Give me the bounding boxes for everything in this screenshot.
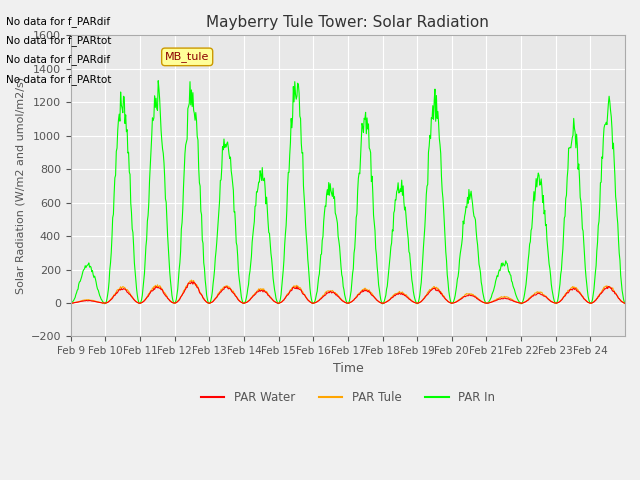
PAR In [283, 207, 291, 213]
PAR In [621, 300, 629, 306]
X-axis label: Time: Time [333, 362, 364, 375]
PAR Water [438, 290, 445, 296]
Text: No data for f_PARdif: No data for f_PARdif [6, 16, 111, 27]
PAR Water [283, 293, 291, 299]
PAR In [132, 277, 140, 283]
PAR Water [309, 300, 317, 306]
PAR Tule [586, 300, 594, 306]
PAR Water [235, 297, 243, 303]
PAR Tule [262, 289, 269, 295]
Text: No data for f_PARdif: No data for f_PARdif [6, 54, 111, 65]
Text: MB_tule: MB_tule [165, 51, 209, 62]
PAR Tule [235, 297, 243, 302]
PAR Tule [283, 292, 291, 298]
Line: PAR In: PAR In [71, 81, 625, 304]
PAR In [154, 78, 162, 84]
PAR Tule [132, 299, 140, 304]
Line: PAR Water: PAR Water [71, 282, 625, 303]
PAR Water [188, 279, 195, 285]
PAR In [262, 201, 269, 207]
Title: Mayberry Tule Tower: Solar Radiation: Mayberry Tule Tower: Solar Radiation [207, 15, 490, 30]
PAR Water [406, 297, 414, 302]
PAR Tule [621, 300, 629, 306]
PAR In [406, 259, 414, 265]
Legend: PAR Water, PAR Tule, PAR In: PAR Water, PAR Tule, PAR In [196, 386, 500, 409]
Text: No data for f_PARtot: No data for f_PARtot [6, 73, 112, 84]
Y-axis label: Solar Radiation (W/m2 and umol/m2/s): Solar Radiation (W/m2 and umol/m2/s) [15, 77, 25, 294]
PAR Water [621, 300, 629, 306]
PAR In [379, 301, 387, 307]
PAR Water [132, 299, 140, 304]
PAR Tule [437, 289, 445, 295]
PAR Water [67, 300, 75, 306]
Text: No data for f_PARtot: No data for f_PARtot [6, 35, 112, 46]
PAR In [67, 301, 75, 307]
PAR Tule [188, 277, 195, 283]
Line: PAR Tule: PAR Tule [71, 280, 625, 303]
PAR In [438, 174, 445, 180]
PAR In [235, 268, 243, 274]
PAR Tule [67, 300, 75, 306]
PAR Water [262, 289, 269, 295]
PAR Tule [406, 296, 413, 301]
